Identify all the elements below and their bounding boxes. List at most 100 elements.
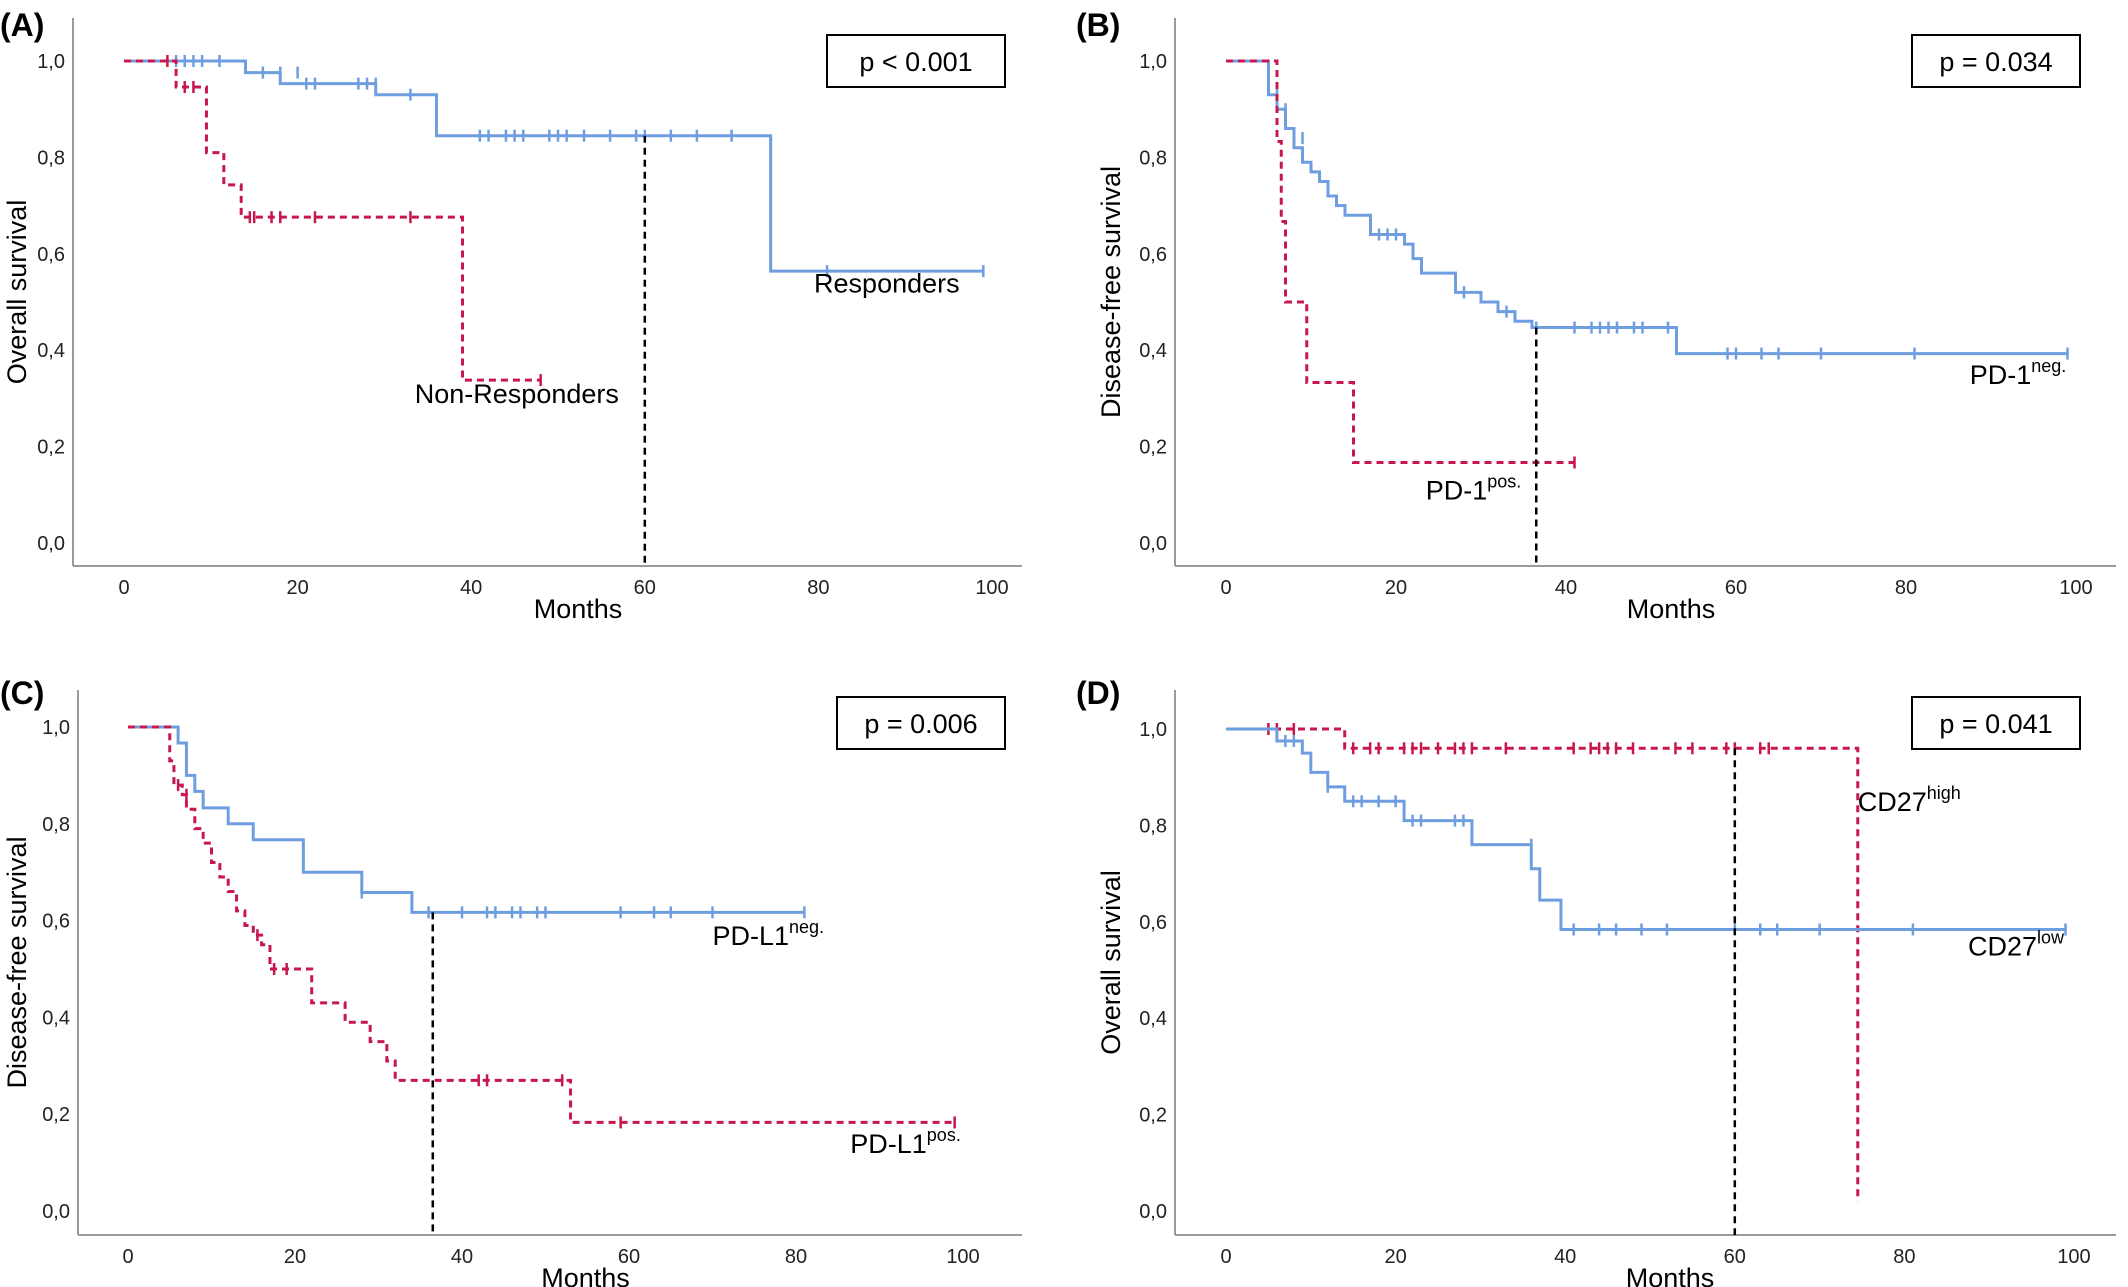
y-tick-label: 1,0 (37, 51, 65, 73)
x-tick-label: 80 (807, 577, 829, 599)
x-tick-label: 60 (1725, 577, 1747, 599)
pvalue-box (1911, 696, 2081, 750)
series-1 (1226, 59, 1576, 469)
series-0 (1226, 59, 2069, 360)
y-tick-label: 0,8 (1139, 147, 1167, 169)
x-tick-label: 0 (122, 1246, 133, 1268)
y-tick-label: 0,6 (1139, 912, 1167, 934)
y-tick-label: 0,4 (1139, 340, 1167, 362)
curve-annotation: PD-L1neg. (713, 917, 825, 951)
curve-annotation: PD-L1pos. (850, 1125, 961, 1159)
y-tick-label: 0,2 (1139, 437, 1167, 459)
pvalue-text: p = 0.041 (1939, 709, 2052, 739)
survival-curve (124, 59, 984, 273)
series-0 (124, 55, 985, 278)
annotation-base: PD-L1 (713, 921, 790, 951)
survival-curve (124, 59, 541, 382)
x-tick-label: 0 (1220, 1246, 1231, 1268)
x-axis-title: Months (1627, 594, 1716, 624)
survival-curve (1226, 727, 1860, 1202)
x-tick-label: 60 (634, 577, 656, 599)
y-axis-title: Overall survival (1096, 870, 1126, 1055)
annotation-sup: neg. (2031, 356, 2066, 376)
x-axis-title: Months (534, 594, 623, 624)
x-axis-title: Months (1626, 1263, 1715, 1287)
annotation-sup: high (1927, 783, 1961, 803)
series-0 (128, 725, 806, 919)
annotation-base: CD27 (1968, 932, 2037, 962)
x-tick-label: 40 (1555, 577, 1577, 599)
annotation-base: Non-Responders (415, 379, 619, 409)
curve-annotation: CD27high (1858, 783, 1961, 817)
pvalue-box (1911, 34, 2081, 88)
x-tick-label: 100 (2059, 577, 2092, 599)
y-tick-label: 1,0 (1139, 719, 1167, 741)
pvalue-text: p = 0.006 (864, 709, 977, 739)
series-1 (1226, 727, 2067, 936)
x-tick-label: 40 (1554, 1246, 1576, 1268)
x-tick-label: 20 (284, 1246, 306, 1268)
x-tick-label: 60 (1724, 1246, 1746, 1268)
series-1 (128, 725, 956, 1129)
x-tick-label: 40 (460, 577, 482, 599)
annotation-base: CD27 (1858, 787, 1927, 817)
pvalue-box (836, 696, 1006, 750)
x-tick-label: 80 (785, 1246, 807, 1268)
x-tick-label: 40 (451, 1246, 473, 1268)
annotation-base: PD-L1 (850, 1129, 927, 1159)
y-axis-title: Overall survival (2, 200, 32, 385)
annotation-base: Responders (814, 268, 960, 298)
y-tick-label: 0,0 (1139, 533, 1167, 555)
y-tick-label: 0,0 (37, 533, 65, 555)
y-tick-label: 0,2 (42, 1104, 70, 1126)
pvalue-text: p = 0.034 (1939, 47, 2052, 77)
panel-a: 0,0 0,2 0,4 0,6 0,8 1,0 0 20 40 60 80 100 Months Over… (0, 7, 1022, 624)
y-tick-label: 0,4 (37, 340, 65, 362)
x-tick-label: 20 (286, 577, 308, 599)
panel-d: 0,0 0,2 0,4 0,6 0,8 1,0 0 20 40 60 80 100 Months Over… (1076, 675, 2116, 1287)
y-axis-title: Disease-free survival (1096, 166, 1126, 418)
annotation-sup: low (2037, 928, 2065, 948)
y-tick-label: 0,4 (1139, 1008, 1167, 1030)
curve-annotation: PD-1pos. (1426, 472, 1522, 506)
survival-curve (1226, 727, 2066, 932)
panel-b: 0,0 0,2 0,4 0,6 0,8 1,0 0 20 40 60 80 100 Months Dise… (1076, 7, 2116, 624)
y-tick-label: 1,0 (42, 717, 70, 739)
y-tick-label: 0,6 (1139, 244, 1167, 266)
y-tick-label: 0,2 (1139, 1105, 1167, 1127)
panel-label: (A) (0, 7, 44, 43)
y-tick-label: 1,0 (1139, 51, 1167, 73)
curve-annotation: CD27low (1968, 928, 2065, 962)
y-tick-label: 0,2 (37, 437, 65, 459)
annotation-sup: neg. (789, 917, 824, 937)
curve-annotation: Responders (814, 268, 960, 298)
series-0 (1226, 723, 1860, 1202)
x-tick-label: 0 (1220, 577, 1231, 599)
y-tick-label: 0,6 (37, 244, 65, 266)
annotation-base: PD-1 (1426, 476, 1488, 506)
annotation-sup: pos. (927, 1125, 961, 1145)
pvalue-text: p < 0.001 (859, 47, 972, 77)
annotation-sup: pos. (1487, 472, 1521, 492)
y-tick-label: 0,4 (42, 1007, 70, 1029)
annotation-base: PD-1 (1970, 360, 2032, 390)
y-tick-label: 0,8 (42, 814, 70, 836)
x-tick-label: 100 (946, 1246, 979, 1268)
curve-annotation: Non-Responders (415, 379, 619, 409)
x-axis-title: Months (541, 1263, 630, 1287)
x-tick-label: 80 (1895, 577, 1917, 599)
x-tick-label: 20 (1384, 1246, 1406, 1268)
x-tick-label: 80 (1893, 1246, 1915, 1268)
survival-curve (1226, 59, 1575, 465)
panel-c: 0,0 0,2 0,4 0,6 0,8 1,0 0 20 40 60 80 100 Months Dise… (0, 675, 1022, 1287)
y-tick-label: 0,8 (1139, 815, 1167, 837)
y-tick-label: 0,0 (42, 1201, 70, 1223)
panel-label: (D) (1076, 675, 1120, 711)
series-1 (124, 55, 542, 387)
panel-label: (B) (1076, 7, 1120, 43)
curve-annotation: PD-1neg. (1970, 356, 2067, 390)
survival-curve (128, 725, 955, 1124)
panel-label: (C) (0, 675, 44, 711)
x-tick-label: 100 (975, 577, 1008, 599)
